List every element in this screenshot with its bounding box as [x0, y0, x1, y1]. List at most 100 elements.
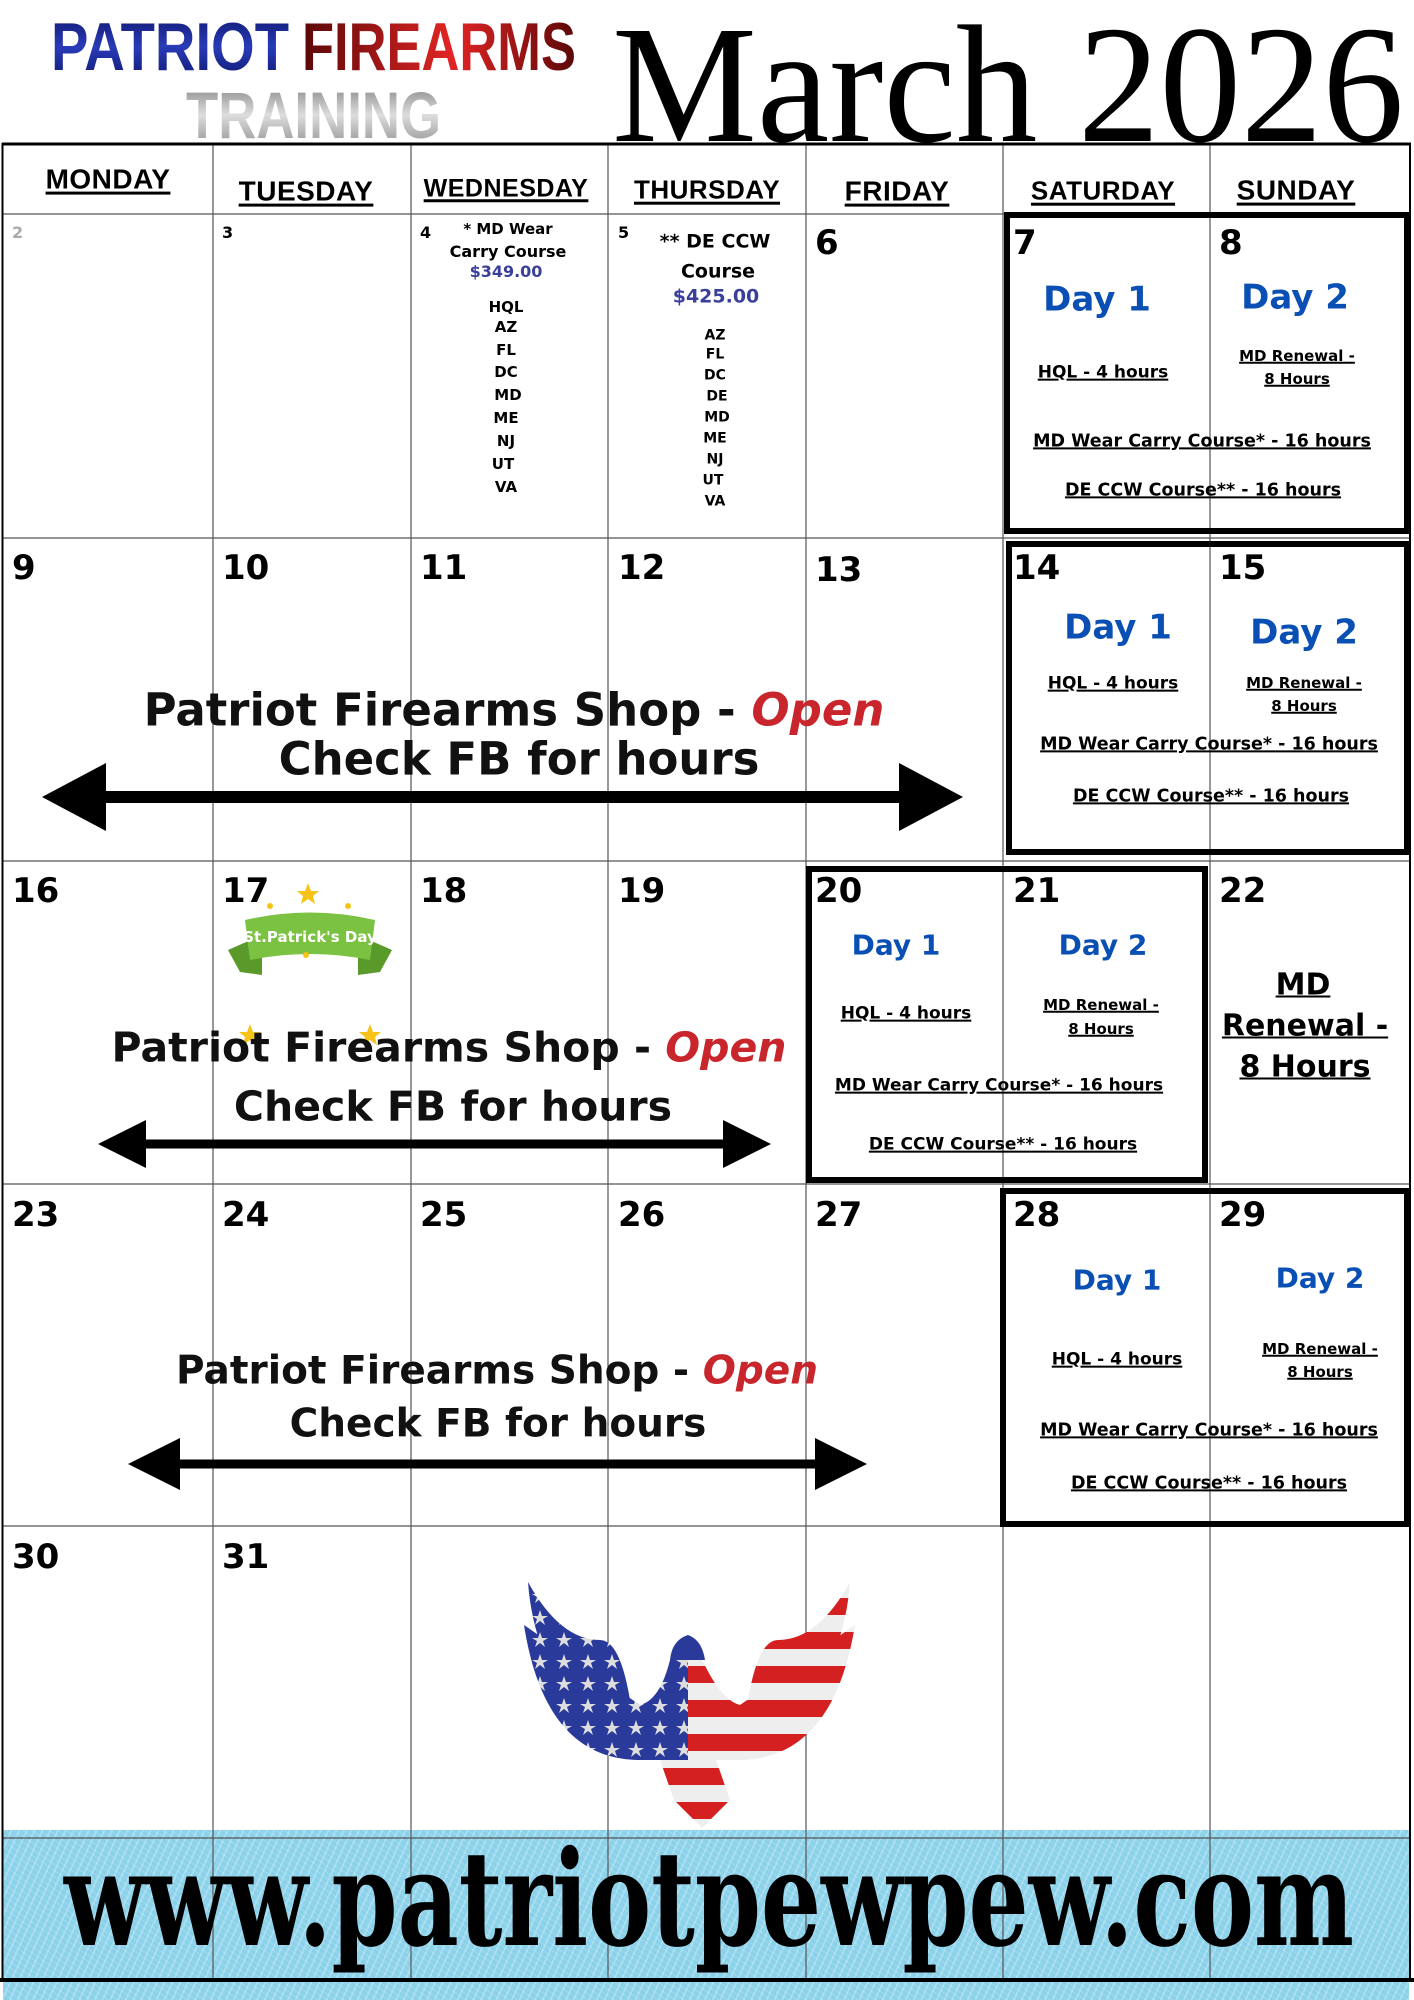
day-number: 25 [420, 1195, 468, 1235]
hql-course: HQL - 4 hours [1051, 1349, 1183, 1370]
day-number: 9 [12, 548, 36, 588]
day-number: 13 [815, 550, 863, 590]
state-item: UT [702, 472, 724, 489]
website-url[interactable]: www.patriotpewpew.com [63, 1822, 1354, 1977]
day2-label: Day 2 [1250, 612, 1358, 653]
shop-hours-note: Check FB for hours [233, 1082, 673, 1131]
day-number: 30 [12, 1537, 60, 1577]
shamrock-banner-icon: St.Patrick's Day [228, 883, 392, 1045]
shop-open-banner: Patriot Firearms Shop - Open [112, 1025, 787, 1070]
state-item: UT [491, 454, 515, 473]
state-item: NJ [496, 431, 516, 450]
holiday-label: St.Patrick's Day [243, 928, 377, 946]
weekday-friday: FRIDAY [844, 175, 950, 207]
open-text: Open [702, 1348, 818, 1394]
state-item: DC [704, 367, 726, 384]
de-ccw-course: DE CCW Course** - 16 hours [868, 1134, 1138, 1155]
day-number: 11 [420, 548, 468, 588]
renewal-course: MD Renewal - [1262, 1339, 1378, 1358]
day1-label: Day 1 [1043, 279, 1151, 320]
shop-hours-note: Check FB for hours [278, 732, 760, 786]
logo: PATRIOT FIREARMS TRAINING March 2026 [51, 0, 1404, 150]
state-item: AZ [704, 327, 726, 344]
day-number: 27 [815, 1195, 863, 1235]
logo-word-patriot: PATRIOT [51, 9, 289, 85]
wear-carry-course: MD Wear Carry Course* - 16 hours [1033, 431, 1371, 452]
weekday-tuesday: TUESDAY [238, 175, 374, 207]
renewal-hours: 8 Hours [1287, 1362, 1353, 1381]
day2-label: Day 2 [1058, 928, 1148, 962]
double-arrow-icon [128, 1438, 867, 1490]
footer-band [3, 1830, 1409, 2000]
shop-open-banner: Patriot Firearms Shop - Open [144, 685, 885, 735]
renewal-line: MD [1275, 967, 1331, 1003]
weekend-box-7-8 [1004, 212, 1410, 534]
weekend-box-14-15 [1006, 541, 1410, 855]
renewal-hours: 8 Hours [1068, 1019, 1134, 1038]
shop-text: Patriot Firearms Shop - [111, 1023, 666, 1072]
course-title: ** DE CCW [659, 230, 771, 253]
day-number: 21 [1013, 871, 1061, 911]
de-ccw-course: DE CCW Course** - 16 hours [1064, 480, 1342, 501]
state-item: FL [496, 340, 516, 359]
weekday-monday: MONDAY [45, 163, 171, 195]
open-text: Open [751, 683, 885, 737]
state-item: VA [704, 493, 726, 510]
eagle-flag-icon [524, 1582, 855, 1828]
day-number: 12 [618, 548, 666, 588]
day-number: 14 [1013, 548, 1061, 588]
day-number: 24 [222, 1195, 270, 1235]
state-item: DE [706, 388, 728, 405]
day-number: 20 [815, 871, 863, 911]
day-number: 29 [1219, 1195, 1267, 1235]
hql-course: HQL - 4 hours [1047, 673, 1179, 694]
state-item: HQL [488, 297, 524, 316]
weekday-wednesday: WEDNESDAY [423, 174, 589, 203]
day-number: 31 [222, 1537, 270, 1577]
shop-text: Patriot Firearms Shop - [176, 1348, 703, 1394]
day-number: 28 [1013, 1195, 1061, 1235]
de-ccw-course: DE CCW Course** - 16 hours [1070, 1473, 1348, 1494]
day-number: 18 [420, 871, 468, 911]
day-number: 23 [12, 1195, 60, 1235]
day-number: 4 [420, 223, 432, 242]
shop-text: Patriot Firearms Shop - [143, 683, 752, 737]
day-number: 10 [222, 548, 270, 588]
day-number: 26 [618, 1195, 666, 1235]
renewal-line: Renewal - [1221, 1008, 1389, 1044]
state-item: AZ [494, 317, 518, 336]
wear-carry-course: MD Wear Carry Course* - 16 hours [1040, 734, 1378, 755]
day-number: 16 [12, 871, 60, 911]
course-price: $349.00 [469, 262, 543, 282]
renewal-course: MD Renewal - [1239, 346, 1355, 365]
day-number: 19 [618, 871, 666, 911]
day-number: 15 [1219, 548, 1267, 588]
day-number: 5 [618, 223, 630, 242]
state-item: MD [494, 385, 522, 404]
day-number: 8 [1219, 223, 1243, 263]
weekend-box-28-29 [1000, 1188, 1410, 1527]
renewal-course: MD Renewal - [1043, 995, 1159, 1014]
state-item: ME [703, 430, 727, 447]
logo-word-training: TRAINING [186, 78, 441, 150]
state-item: DC [494, 362, 518, 381]
weekday-sunday: SUNDAY [1236, 174, 1356, 206]
day-number: 7 [1013, 223, 1037, 263]
weekday-saturday: SATURDAY [1030, 175, 1176, 206]
day-number: 22 [1219, 871, 1267, 911]
shop-open-banner: Patriot Firearms Shop - Open [176, 1348, 818, 1394]
day-number: 17 [222, 871, 270, 911]
month-title: March 2026 [612, 0, 1404, 150]
day1-label: Day 1 [851, 928, 941, 962]
day-number: 2 [12, 223, 24, 242]
logo-word-firearms: FIREARMS [302, 9, 576, 85]
shop-hours-note: Check FB for hours [289, 1401, 707, 1447]
day2-label: Day 2 [1241, 277, 1349, 318]
course-title: * MD Wear [463, 219, 553, 238]
renewal-line: 8 Hours [1239, 1049, 1371, 1085]
day-number: 3 [222, 223, 234, 242]
hql-course: HQL - 4 hours [840, 1003, 972, 1024]
weekend-box-20-21 [806, 866, 1208, 1183]
